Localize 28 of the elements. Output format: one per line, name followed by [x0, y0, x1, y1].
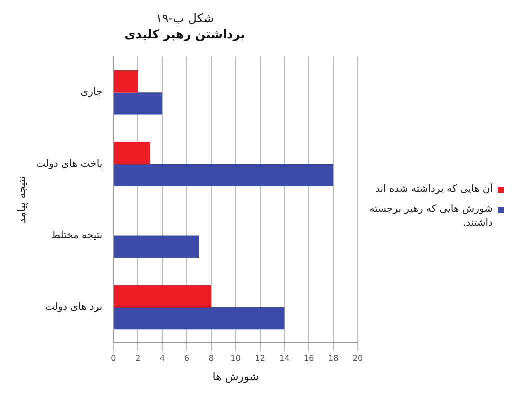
x-tick-label: 6	[184, 354, 190, 364]
x-axis-title: شورش ها	[212, 370, 259, 384]
x-tick-label: 16	[304, 354, 314, 364]
legend-label: شورش هایی که رهبر برجسته داشتند.	[368, 203, 493, 231]
bar	[114, 92, 163, 115]
chart-title: شکل ب-۱۹	[156, 11, 214, 26]
x-tick-label: 12	[255, 354, 266, 364]
x-tick-label: 4	[160, 354, 166, 364]
y-tick-label: نتیجه مختلط	[51, 230, 103, 242]
y-axis-title: نتیجه پیامد	[15, 176, 28, 224]
bar	[114, 142, 150, 164]
legend-label: آن هایی که برداشته شده اند	[375, 183, 493, 197]
bar	[114, 236, 200, 258]
bar	[114, 70, 138, 93]
x-tick-label: 8	[208, 354, 214, 364]
x-tick-label: 18	[328, 354, 339, 364]
bar	[114, 307, 285, 330]
chart-subtitle: برداشتن رهبر کلیدی	[124, 28, 246, 42]
x-tick-label: 0	[111, 354, 116, 364]
x-tick-label: 2	[136, 354, 141, 364]
y-tick-label: برد های دولت	[45, 302, 103, 313]
bar	[114, 285, 212, 308]
x-tick-label: 20	[352, 354, 364, 364]
y-tick-label: جاری	[80, 87, 103, 98]
x-tick-label: 14	[280, 354, 290, 364]
bar	[114, 164, 334, 186]
x-tick-label: 10	[230, 354, 241, 364]
y-tick-label: باخت های دولت	[36, 158, 103, 170]
